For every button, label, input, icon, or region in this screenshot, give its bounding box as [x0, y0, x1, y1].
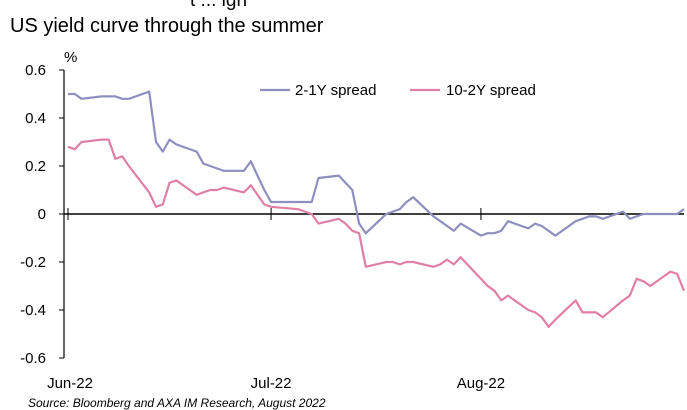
series-line-2-1y-spread [68, 90, 685, 237]
y-tick-label: -0.2 [20, 254, 46, 271]
x-tick-label: Aug-22 [457, 375, 505, 392]
x-tick-label: Jul-22 [251, 375, 292, 392]
series-layer [67, 90, 686, 328]
chart-title: US yield curve through the summer [10, 15, 324, 37]
y-tick-label: 0 [38, 206, 46, 223]
y-tick-label: 0.2 [25, 158, 46, 175]
y-axis-unit-label: % [64, 49, 77, 66]
y-tick-label: 0.6 [25, 62, 46, 79]
series-line-10-2y-spread [67, 138, 686, 328]
x-tick-label: Jun-22 [47, 375, 93, 392]
y-tick-label: 0.4 [25, 110, 46, 127]
legend-label-10-2y: 10-2Y spread [446, 82, 536, 99]
legend: 2-1Y spread 10-2Y spread [260, 82, 536, 99]
x-axis-ticks: Jun-22 Jul-22 Aug-22 [47, 208, 505, 392]
legend-label-2-1y: 2-1Y spread [295, 82, 376, 99]
y-tick-label: -0.6 [20, 350, 46, 367]
cut-off-text: t ... igh [190, 0, 248, 11]
y-axis-ticks: 0.6 0.4 0.2 0 -0.2 -0.4 -0.6 [20, 62, 64, 367]
source-note: Source: Bloomberg and AXA IM Research, A… [28, 396, 326, 410]
y-tick-label: -0.4 [20, 302, 46, 319]
